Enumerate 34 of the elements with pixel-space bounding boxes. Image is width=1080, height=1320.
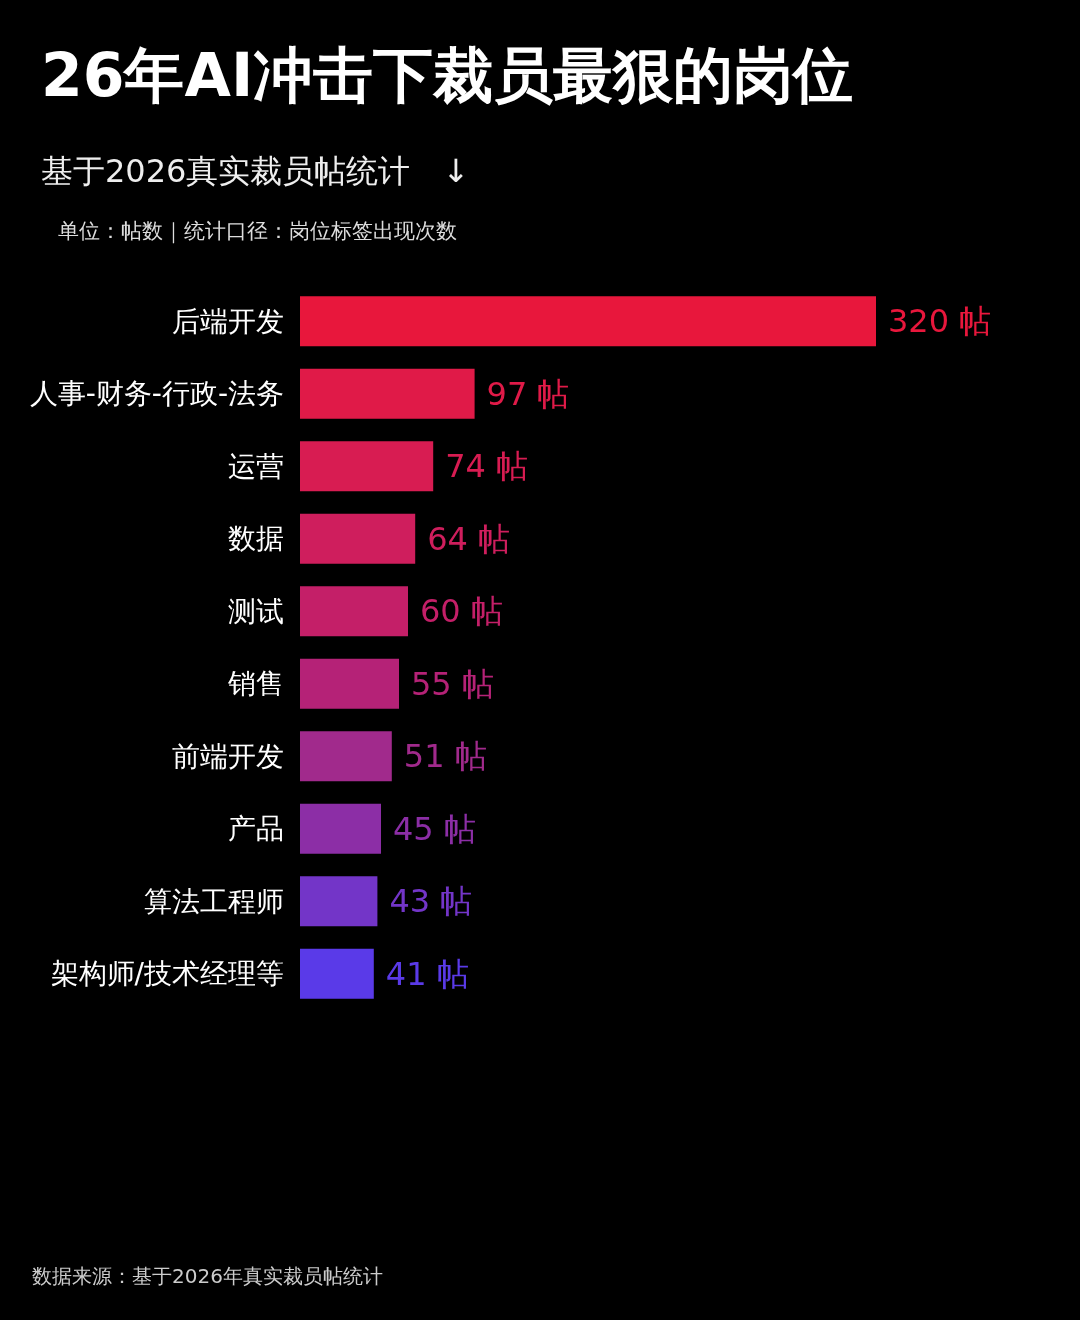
bar [300, 948, 374, 999]
chart-subtitle: 基于2026真实裁员帖统计 ↓ [41, 152, 470, 190]
y-tick-label: 销售 [227, 667, 284, 701]
y-tick-label: 运营 [228, 449, 284, 483]
data-label: 97 帖 [486, 374, 570, 413]
y-tick-label: 产品 [228, 812, 284, 846]
y-tick-label: 测试 [228, 594, 284, 628]
bar [300, 441, 434, 492]
data-label: 60 帖 [420, 592, 503, 631]
bar [300, 368, 475, 419]
data-label: 45 帖 [393, 809, 476, 848]
bar [300, 513, 416, 564]
bar [300, 803, 381, 854]
chart-title: 26年AI冲击下裁员最狠的岗位 [41, 40, 854, 110]
data-label: 41 帖 [385, 954, 469, 993]
data-label: 51 帖 [403, 737, 487, 776]
bar [300, 731, 392, 782]
y-tick-label: 前端开发 [172, 739, 284, 773]
source-note: 数据来源：基于2026年真实裁员帖统计 [32, 1264, 383, 1288]
data-label: 74 帖 [445, 447, 529, 486]
data-label: 55 帖 [411, 664, 494, 703]
data-label: 64 帖 [427, 519, 511, 558]
y-tick-label: 数据 [228, 522, 284, 556]
y-tick-label: 架构师/技术经理等 [50, 957, 284, 991]
bar [300, 586, 408, 637]
data-label: 43 帖 [389, 882, 473, 921]
y-tick-label: 人事-财务-行政-法务 [29, 377, 284, 411]
y-tick-label: 后端开发 [172, 304, 284, 338]
text: 单位：帖数｜统计口径：岗位标签出现次数 [58, 218, 457, 244]
bar [300, 658, 399, 709]
y-tick-label: 算法工程师 [144, 884, 284, 918]
data-label: 320 帖 [888, 302, 992, 341]
bar [300, 296, 876, 347]
bar [300, 876, 378, 927]
